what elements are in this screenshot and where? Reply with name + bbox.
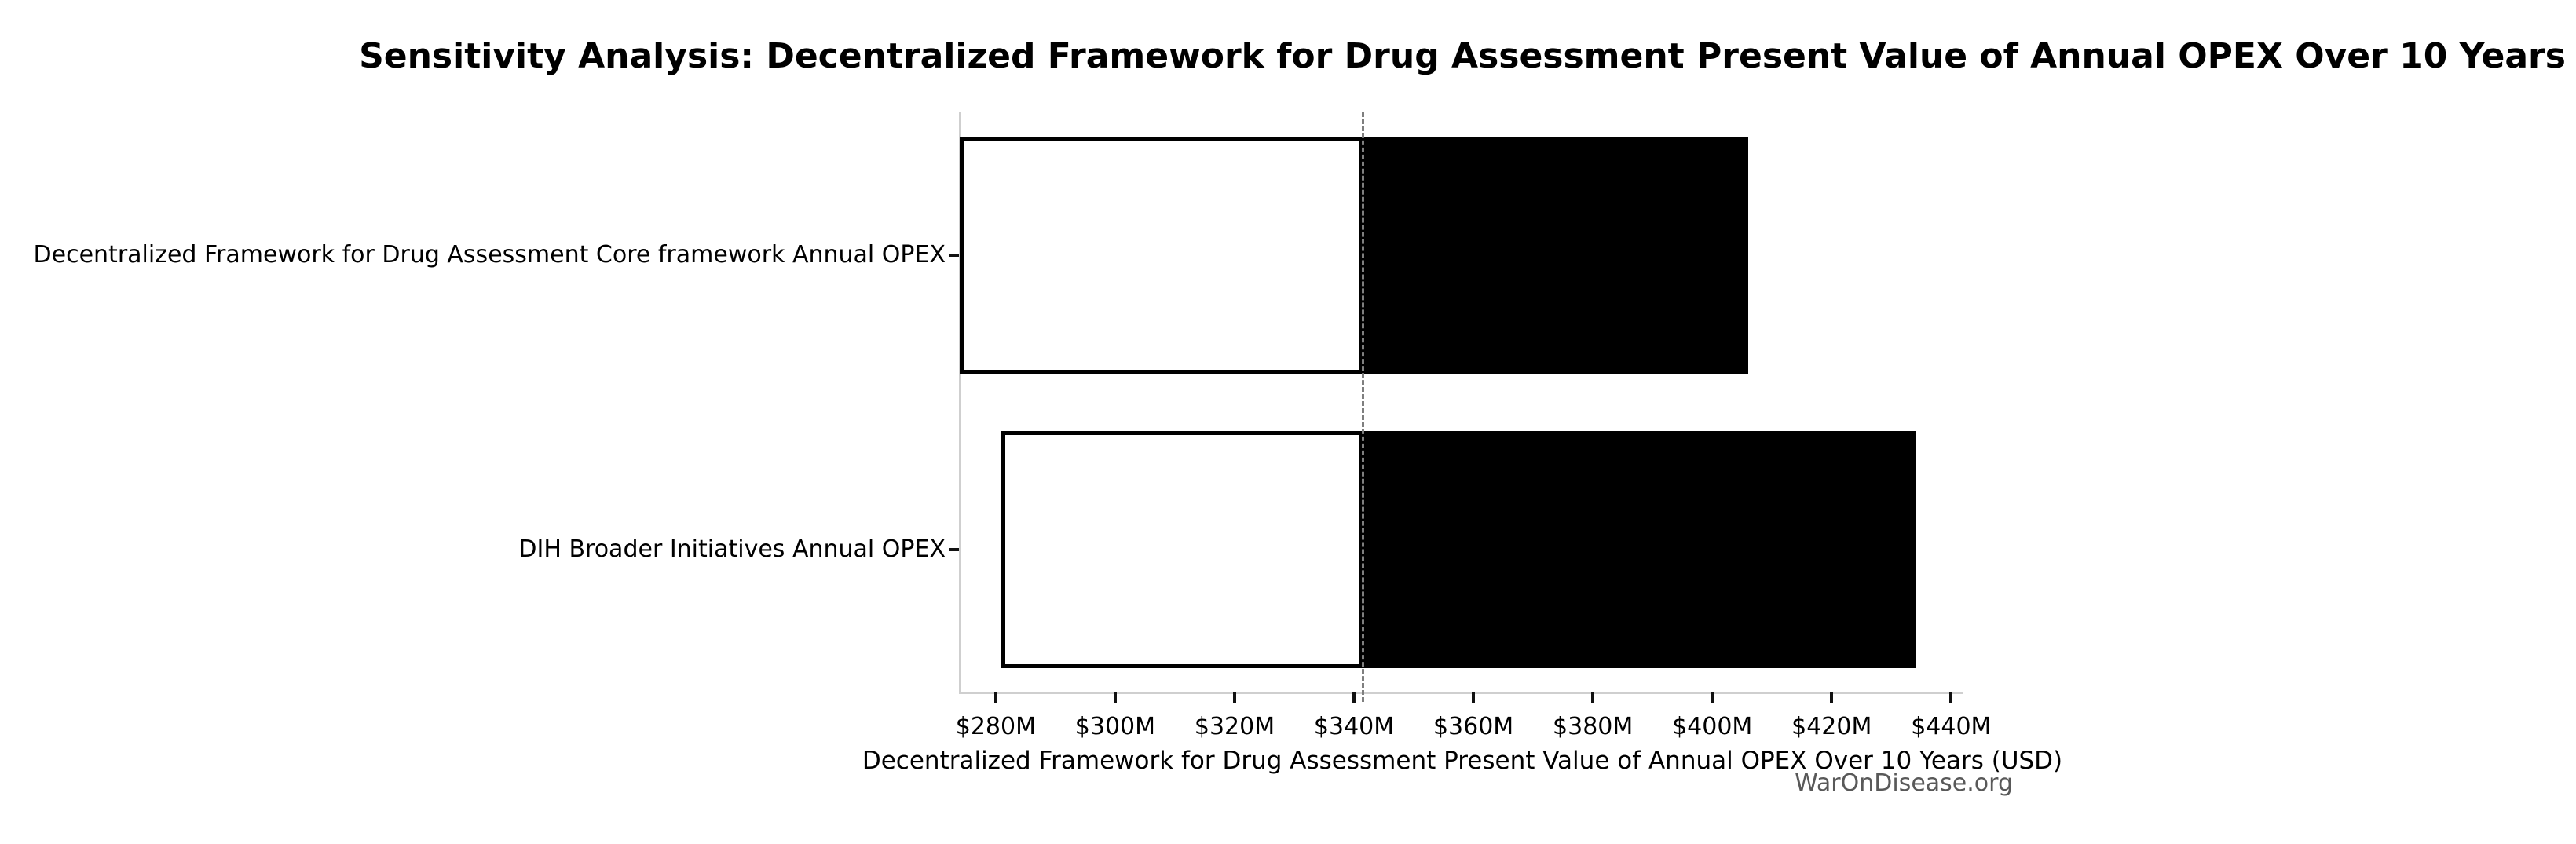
x-tick-label: $440M bbox=[1911, 713, 1992, 740]
x-tick-mark bbox=[993, 692, 997, 703]
chart-title: Sensitivity Analysis: Decentralized Fram… bbox=[359, 36, 2566, 76]
x-tick-label: $400M bbox=[1672, 713, 1753, 740]
bar-low-segment bbox=[1001, 431, 1363, 668]
x-tick-label: $420M bbox=[1791, 713, 1872, 740]
baseline-dashed-line bbox=[1361, 112, 1364, 702]
x-tick-label: $340M bbox=[1313, 713, 1395, 740]
x-axis-spine bbox=[959, 692, 1963, 694]
x-tick-mark bbox=[1472, 692, 1476, 703]
watermark: WarOnDisease.org bbox=[1795, 769, 2013, 797]
x-tick-mark bbox=[1113, 692, 1117, 703]
x-tick-label: $360M bbox=[1433, 713, 1514, 740]
x-tick-label: $380M bbox=[1553, 713, 1634, 740]
x-tick-mark bbox=[1711, 692, 1714, 703]
x-tick-label: $280M bbox=[955, 713, 1036, 740]
x-tick-label: $320M bbox=[1194, 713, 1275, 740]
x-tick-mark bbox=[1830, 692, 1834, 703]
bar-high-segment bbox=[1363, 431, 1916, 668]
y-axis-spine bbox=[959, 112, 961, 694]
y-tick-mark bbox=[949, 254, 959, 257]
bar-high-segment bbox=[1363, 137, 1748, 374]
y-tick-label: DIH Broader Initiatives Annual OPEX bbox=[518, 535, 946, 563]
x-tick-mark bbox=[1352, 692, 1356, 703]
x-axis-label: Decentralized Framework for Drug Assessm… bbox=[862, 747, 2063, 775]
x-tick-mark bbox=[1591, 692, 1595, 703]
y-tick-mark bbox=[949, 548, 959, 551]
x-tick-mark bbox=[1949, 692, 1953, 703]
x-tick-label: $300M bbox=[1074, 713, 1156, 740]
x-tick-mark bbox=[1232, 692, 1236, 703]
bar-low-segment bbox=[960, 137, 1363, 374]
y-tick-label: Decentralized Framework for Drug Assessm… bbox=[33, 241, 946, 269]
